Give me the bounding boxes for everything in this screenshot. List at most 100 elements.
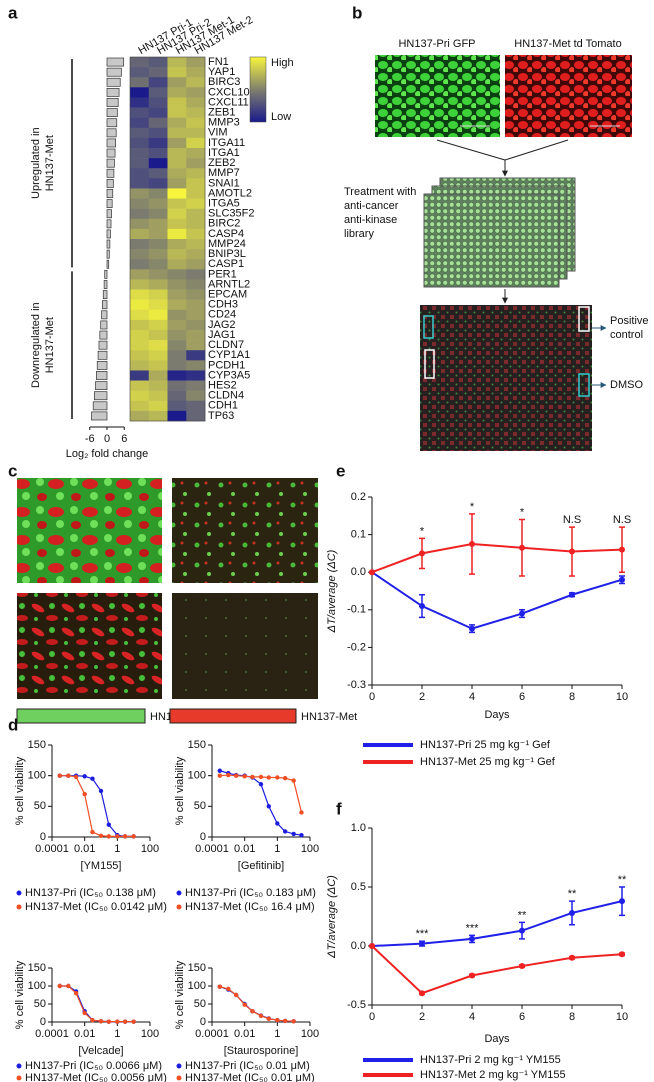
fold-change-bar — [92, 401, 108, 411]
x-axis-label: Log₂ fold change — [66, 448, 149, 460]
heatmap-cell — [186, 289, 206, 300]
heatmap-cell — [148, 269, 168, 280]
heatmap-cell — [186, 57, 206, 68]
control-label: Positive — [610, 315, 649, 327]
heatmap-cell — [186, 168, 206, 179]
y-axis-label: % cell viability — [174, 756, 186, 825]
fold-change-bar — [95, 381, 108, 391]
fold-change-bar — [106, 249, 110, 259]
row-label: PER1 — [208, 268, 237, 280]
data-point — [419, 603, 425, 610]
row-label: BIRC3 — [208, 76, 240, 88]
x-tick-label: 100 — [301, 1028, 319, 1040]
colorbar-label: High — [271, 57, 294, 69]
row-label: CXCL11 — [208, 96, 249, 108]
heatmap-cell — [148, 299, 168, 311]
data-point — [299, 832, 304, 838]
row-label: CYP3A5 — [208, 369, 250, 381]
heatmap-cell — [130, 330, 150, 341]
data-point — [90, 776, 95, 781]
heatmap-cell — [186, 188, 206, 199]
image-title: HN137-Pri GFP — [398, 38, 475, 50]
data-point — [275, 1018, 280, 1023]
fold-change-bar — [106, 77, 121, 87]
data-point — [106, 1019, 111, 1024]
heatmap-cell — [186, 137, 206, 149]
heatmap-cell — [167, 188, 187, 199]
heatmap-cell — [167, 400, 187, 412]
heatmap-cell — [186, 198, 206, 209]
data-point — [275, 821, 280, 826]
data-point — [569, 591, 575, 598]
heatmap-cell — [167, 239, 187, 250]
heatmap-cell — [148, 67, 168, 78]
heatmap-cell — [167, 178, 187, 189]
x-tick-label: 10 — [616, 1011, 628, 1023]
y-tick-label: 0 — [40, 1016, 46, 1028]
data-point — [233, 773, 239, 778]
heatmap-cell — [167, 117, 187, 129]
y-tick-label: -0.2 — [347, 641, 366, 653]
significance-label: ** — [618, 874, 627, 886]
heatmap-cell — [167, 218, 187, 230]
panel-label: d — [8, 715, 18, 734]
heatmap-cell — [130, 178, 150, 189]
y-tick-label: 50 — [34, 800, 46, 812]
row-label: VIM — [208, 127, 228, 139]
fold-change-bar — [106, 259, 110, 269]
heatmap-cell — [186, 299, 206, 311]
data-point — [291, 1019, 296, 1024]
heatmap-cell — [148, 218, 168, 230]
colorbar-label: Low — [271, 111, 291, 123]
x-tick-label: 1 — [114, 843, 120, 855]
row-label: CASP1 — [208, 258, 244, 270]
heatmap-cell — [130, 360, 150, 371]
heatmap-cell — [130, 117, 150, 129]
fold-change-bar — [106, 138, 116, 148]
y-tick-label: 100 — [28, 770, 46, 782]
legend-marker — [176, 1075, 182, 1081]
heatmap-cell — [148, 249, 168, 260]
x-axis-label: Days — [484, 709, 510, 721]
fold-change-bar — [106, 189, 114, 198]
x-tick-label: 0.01 — [74, 843, 95, 855]
heatmap-cell — [130, 198, 150, 209]
fold-change-bar — [106, 57, 125, 67]
y-tick-label: 0.2 — [351, 491, 366, 503]
legend-label: HN137-Pri 2 mg kg⁻¹ YM155 — [420, 1054, 561, 1066]
heatmap-cell — [148, 410, 168, 422]
heatmap-cell — [148, 208, 168, 220]
group-label: Upregulated in — [30, 127, 42, 199]
heatmap-cell — [130, 158, 150, 169]
x-tick-label: 0 — [104, 433, 110, 445]
row-label: PCDH1 — [208, 359, 245, 371]
legend-label: HN137-Pri (IC₅₀ 0.183 μM) — [185, 887, 316, 899]
heatmap-cell — [130, 67, 150, 78]
heatmap-cell — [148, 309, 168, 321]
fold-change-bar — [106, 209, 112, 219]
heatmap-cell — [148, 87, 168, 98]
heatmap-cell — [148, 289, 168, 300]
row-label: ITGA1 — [208, 147, 240, 159]
heatmap-cell — [186, 218, 206, 230]
legend-label: HN137-Met (IC₅₀ 0.0142 μM) — [25, 901, 167, 913]
legend-swatch — [169, 708, 297, 724]
data-point — [73, 991, 79, 996]
y-tick-label: 0 — [40, 831, 46, 843]
x-tick-label: 4 — [469, 1011, 475, 1023]
x-tick-label: 1 — [274, 1028, 280, 1040]
fold-change-bar — [102, 290, 108, 300]
legend-marker — [16, 904, 22, 910]
dmso-box — [423, 315, 434, 339]
panel-label: f — [336, 799, 342, 818]
heatmap-cell — [186, 239, 206, 250]
heatmap-cell — [167, 97, 187, 108]
significance-label: ** — [568, 888, 577, 900]
heatmap-cell — [130, 137, 150, 149]
data-point — [82, 1010, 87, 1016]
x-tick-label: 0.0001 — [195, 843, 229, 855]
fold-change-bar — [106, 219, 112, 229]
heatmap-cell — [130, 410, 150, 422]
heatmap-cell — [130, 319, 150, 331]
